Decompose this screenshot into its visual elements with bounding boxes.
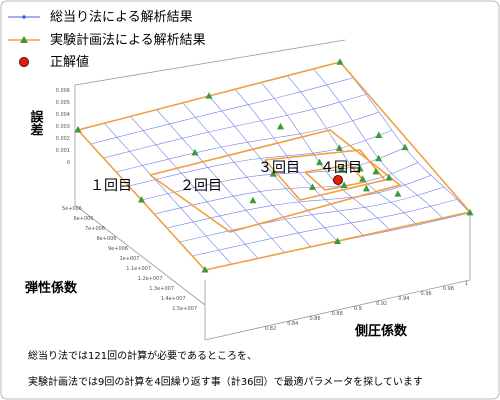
triangle: [334, 237, 341, 244]
triangle: [308, 183, 316, 190]
grid-line: [234, 89, 365, 237]
triangle: [401, 143, 409, 151]
x-tick-label: 1.2e+007: [138, 276, 163, 282]
triangle: [74, 126, 82, 133]
x-axis-label: 弾性係数: [25, 280, 78, 296]
triangle: [191, 148, 199, 156]
grid-line: [179, 186, 445, 243]
legend-label: 総当り法による解析結果: [50, 10, 193, 25]
y-tick-label: 0.94: [398, 296, 409, 302]
y-axis-label: 側圧係数: [354, 323, 408, 339]
triangle: [394, 190, 402, 197]
caption: 実験計画法では9回の計算を4回繰り返す事（計36回）で最適パラメータを探していま…: [28, 375, 423, 388]
triangle: [385, 174, 393, 181]
triangle: [277, 122, 285, 130]
caption: 総当り法では121回の計算が必要であるところを、: [28, 349, 257, 362]
axes-box: [74, 39, 471, 341]
experiment-points: [74, 58, 474, 273]
triangle: [138, 196, 145, 203]
triangle: [315, 158, 323, 166]
x-tick-label: 1.5e+007: [172, 306, 197, 312]
y-tick-label: 1: [465, 281, 468, 287]
triangle: [340, 181, 348, 188]
grid-line: [154, 162, 419, 215]
z-tick-label: 0.004: [56, 112, 70, 118]
annotation: ３回目: [258, 160, 300, 176]
y-tick-label: 0.82: [265, 326, 276, 332]
x-tick-label: 1e+007: [120, 256, 140, 262]
z-tick-label: 0.002: [56, 136, 70, 142]
x-tick-label: 1.4e+007: [161, 296, 186, 302]
triangle: [249, 196, 257, 204]
y-tick-label: 0.86: [309, 316, 320, 322]
true-value-marker: [333, 175, 343, 185]
x-tick-label: 1.3e+007: [149, 286, 174, 292]
annotation: １回目: [90, 178, 132, 194]
triangle: [338, 165, 346, 172]
y-tick-label: 0.96: [421, 291, 432, 297]
x-tick-label: 6e+006: [74, 216, 94, 222]
y-tick-label: 0.92: [376, 301, 387, 307]
z-tick-label: 0.001: [56, 148, 70, 154]
x-tick-label: 1.1e+007: [126, 266, 151, 272]
triangle: [359, 175, 367, 182]
legend-label: 実験計画法による解析結果: [50, 32, 206, 48]
triangle: [356, 165, 364, 172]
z-axis-label: 誤差: [28, 109, 44, 136]
triangle: [466, 208, 474, 216]
grid-line: [261, 82, 391, 231]
x-tick-label: 8e+006: [97, 236, 117, 242]
y-tick-label: 0.98: [443, 286, 454, 292]
triangle: [269, 170, 277, 177]
triangle: [336, 58, 344, 65]
y-tick-label: 0.9: [354, 306, 362, 312]
x-tick-label: 9e+006: [108, 246, 128, 252]
x-tick-label: 7e+006: [85, 226, 105, 232]
x-tick-label: 5e+006: [62, 206, 82, 212]
z-tick-label: 0.005: [56, 100, 70, 106]
z-tick-label: 0.006: [56, 88, 70, 94]
y-tick-label: 0.88: [332, 311, 343, 317]
triangle: [205, 92, 213, 99]
z-tick-label: 0: [67, 160, 70, 166]
annotation: ２回目: [180, 178, 222, 194]
grid-line: [192, 199, 458, 257]
z-tick-label: 0.003: [56, 124, 70, 130]
triangle: [375, 154, 383, 162]
triangle: [362, 184, 370, 192]
legend: 総当り法による解析結果 実験計画法による解析結果 正解値: [8, 10, 206, 70]
legend-label: 正解値: [50, 54, 89, 70]
triangle: [375, 131, 383, 138]
triangle: [372, 167, 380, 175]
triangle: [201, 266, 209, 273]
triangle: [335, 144, 343, 151]
annotation: ４回目: [320, 160, 362, 176]
y-tick-label: 0.84: [287, 321, 298, 327]
